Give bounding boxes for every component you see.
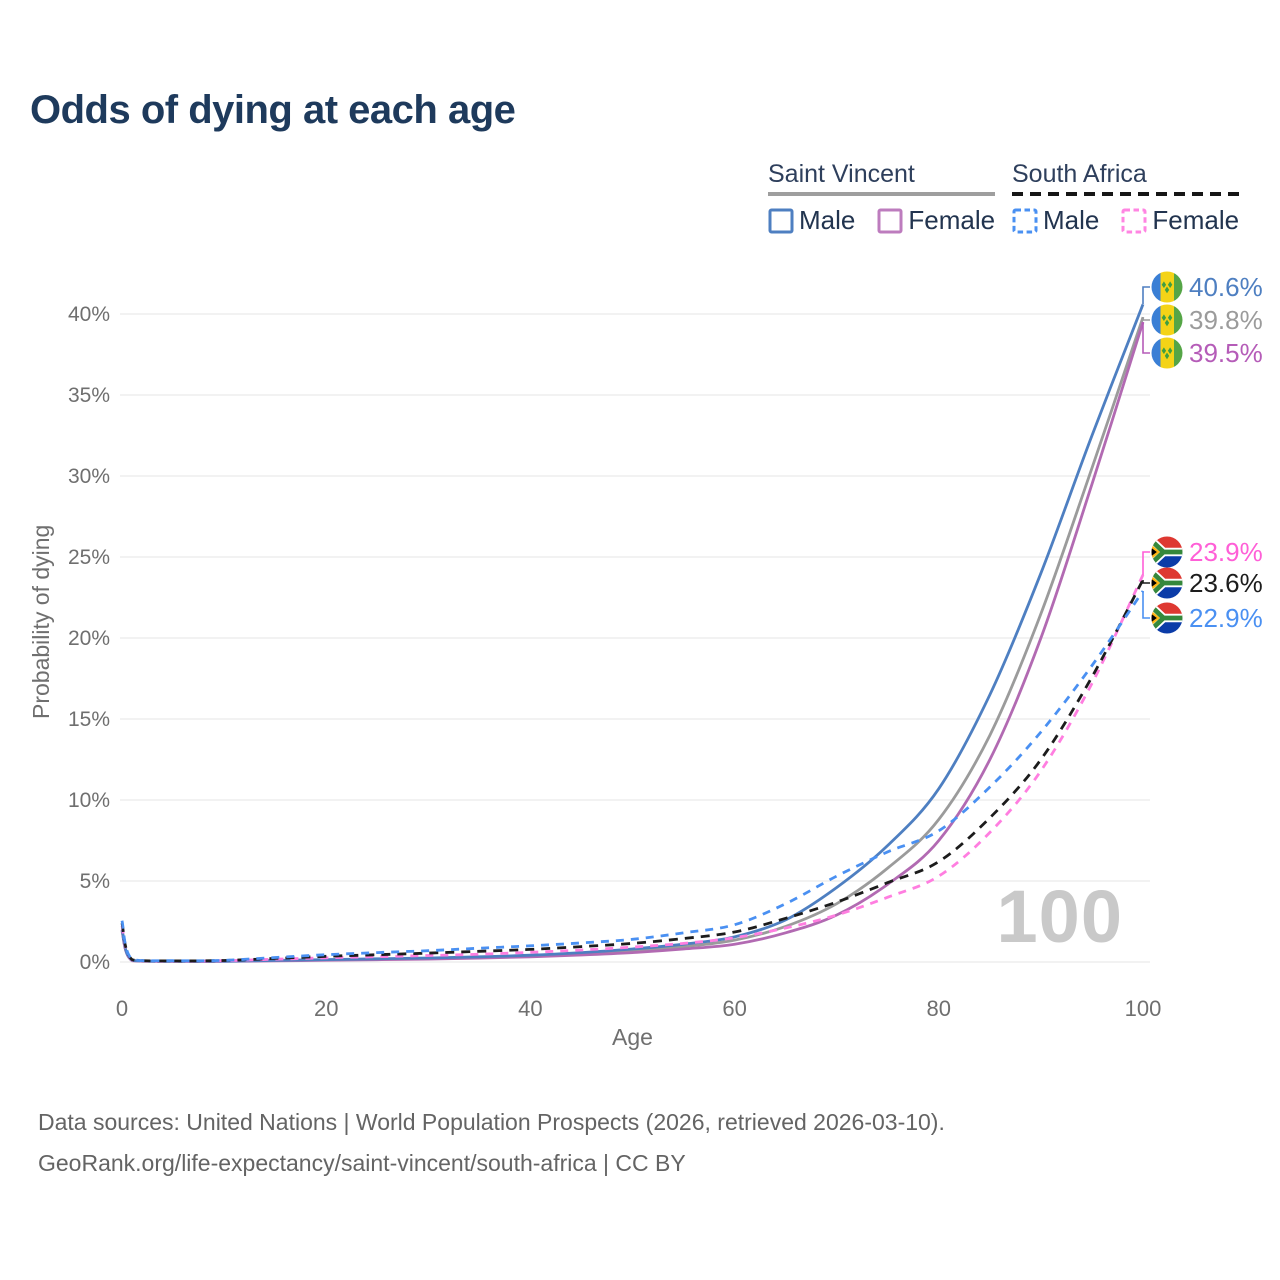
end-value-label[interactable]: 23.9% xyxy=(1189,537,1263,567)
south-africa-flag-icon xyxy=(1147,602,1185,634)
y-tick-label: 40% xyxy=(68,303,110,326)
legend-header-south-africa: South Africa xyxy=(1012,160,1147,188)
y-tick-label: 15% xyxy=(68,708,110,731)
south-africa-flag-icon xyxy=(1147,536,1185,568)
end-value-label[interactable]: 39.8% xyxy=(1189,305,1263,335)
y-tick-label: 30% xyxy=(68,465,110,488)
series-saint-vincent-male[interactable] xyxy=(120,303,1145,963)
series-saint-vincent-total[interactable] xyxy=(120,316,1145,963)
end-value-label[interactable]: 22.9% xyxy=(1189,603,1263,633)
x-tick-label: 60 xyxy=(722,996,746,1021)
south-africa-flag-icon xyxy=(1147,567,1185,599)
x-axis-title: Age xyxy=(612,1024,653,1050)
end-value-label[interactable]: 23.6% xyxy=(1189,568,1263,598)
label-connector xyxy=(1142,580,1150,584)
legend-label-male: Male xyxy=(1043,205,1100,235)
data-sources-line: Data sources: United Nations | World Pop… xyxy=(38,1109,945,1135)
x-tick-label: 20 xyxy=(314,996,338,1021)
legend-label-female: Female xyxy=(1152,205,1240,235)
legend-group-south-africa: South Africa Male Female xyxy=(1012,160,1240,236)
legend-label-male: Male xyxy=(799,205,856,235)
series-saint-vincent-female[interactable] xyxy=(120,321,1145,963)
legend-item-south-africa-female[interactable]: Female xyxy=(1121,205,1239,236)
page-title: Odds of dying at each age xyxy=(30,88,516,132)
age-watermark: 100 xyxy=(996,875,1123,958)
checkbox-solid-male-icon[interactable] xyxy=(768,208,794,234)
x-tick-label: 80 xyxy=(927,996,951,1021)
label-connector xyxy=(1142,286,1150,304)
y-tick-label: 20% xyxy=(68,627,110,650)
label-connector xyxy=(1142,317,1150,321)
legend-line-style-dashed xyxy=(1012,192,1240,196)
legend-item-saint-vincent-male[interactable]: Male xyxy=(768,205,855,236)
y-tick-label: 0% xyxy=(80,951,110,974)
checkbox-solid-female-icon[interactable] xyxy=(877,208,903,234)
y-tick-label: 25% xyxy=(68,546,110,569)
saint-vincent-flag-icon xyxy=(1151,271,1183,303)
end-value-label[interactable]: 39.5% xyxy=(1189,338,1263,368)
saint-vincent-flag-icon xyxy=(1151,304,1183,336)
end-value-label[interactable]: 40.6% xyxy=(1189,272,1263,302)
label-connector xyxy=(1142,551,1150,575)
legend-group-saint-vincent: Saint Vincent Male Female xyxy=(768,160,996,236)
saint-vincent-flag-icon xyxy=(1151,337,1183,369)
y-axis-title: Probability of dying xyxy=(28,524,54,720)
label-connector xyxy=(1142,322,1150,354)
attribution-line: GeoRank.org/life-expectancy/saint-vincen… xyxy=(38,1150,686,1176)
y-tick-label: 10% xyxy=(68,789,110,812)
x-tick-label: 40 xyxy=(518,996,542,1021)
x-tick-label: 0 xyxy=(116,996,128,1021)
legend-item-south-africa-male[interactable]: Male xyxy=(1012,205,1099,236)
legend-label-female: Female xyxy=(908,205,996,235)
y-tick-label: 35% xyxy=(68,384,110,407)
series-south-africa-female[interactable] xyxy=(120,574,1145,963)
legend-line-style-solid xyxy=(768,192,996,196)
checkbox-dashed-female-icon[interactable] xyxy=(1121,208,1147,234)
checkbox-dashed-male-icon[interactable] xyxy=(1012,208,1038,234)
series-south-africa-male[interactable] xyxy=(120,590,1145,963)
footer: Data sources: United Nations | World Pop… xyxy=(38,1102,945,1184)
legend-header-saint-vincent: Saint Vincent xyxy=(768,160,915,188)
x-tick-label: 100 xyxy=(1125,996,1162,1021)
y-tick-label: 5% xyxy=(80,870,110,893)
legend-item-saint-vincent-female[interactable]: Female xyxy=(877,205,995,236)
label-connector xyxy=(1142,591,1150,619)
